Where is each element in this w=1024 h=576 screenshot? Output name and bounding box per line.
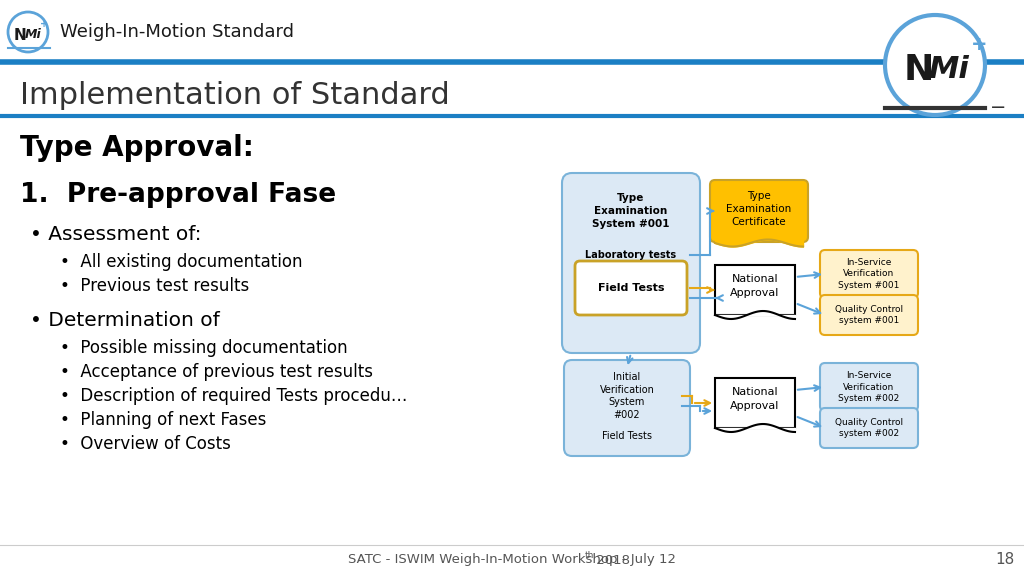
Text: National
Approval: National Approval: [730, 274, 779, 298]
Text: Type
Examination
Certificate: Type Examination Certificate: [726, 191, 792, 227]
Text: SATC - ISWIM Weigh-In-Motion Workshop - July 12: SATC - ISWIM Weigh-In-Motion Workshop - …: [348, 554, 676, 567]
Text: •  Acceptance of previous test results: • Acceptance of previous test results: [60, 363, 373, 381]
FancyBboxPatch shape: [562, 173, 700, 353]
FancyBboxPatch shape: [820, 295, 918, 335]
Text: 2018: 2018: [592, 554, 630, 567]
Text: Laboratory tests: Laboratory tests: [586, 250, 677, 260]
Text: −: −: [990, 98, 1007, 118]
Text: N: N: [904, 53, 934, 87]
Text: Weigh-In-Motion Standard: Weigh-In-Motion Standard: [60, 23, 294, 41]
Text: +: +: [40, 19, 48, 29]
Text: National
Approval: National Approval: [730, 388, 779, 411]
Text: • Determination of: • Determination of: [30, 310, 220, 329]
Text: 18: 18: [995, 552, 1015, 567]
Text: In-Service
Verification
System #001: In-Service Verification System #001: [839, 259, 900, 290]
FancyBboxPatch shape: [564, 360, 690, 456]
Text: Quality Control
system #002: Quality Control system #002: [835, 418, 903, 438]
Text: +: +: [971, 36, 987, 55]
FancyBboxPatch shape: [820, 250, 918, 298]
Text: Field Tests: Field Tests: [602, 431, 652, 441]
FancyBboxPatch shape: [820, 363, 918, 411]
Text: • Assessment of:: • Assessment of:: [30, 225, 202, 244]
Text: Mi: Mi: [25, 28, 41, 41]
Text: In-Service
Verification
System #002: In-Service Verification System #002: [839, 372, 900, 403]
Text: •  Previous test results: • Previous test results: [60, 277, 249, 295]
Text: Quality Control
system #001: Quality Control system #001: [835, 305, 903, 325]
Text: N: N: [13, 28, 27, 43]
FancyBboxPatch shape: [575, 261, 687, 315]
Text: Field Tests: Field Tests: [598, 283, 665, 293]
Text: Initial
Verification
System
#002: Initial Verification System #002: [600, 373, 654, 419]
FancyBboxPatch shape: [710, 180, 808, 242]
Text: Type
Examination
System #001: Type Examination System #001: [592, 193, 670, 229]
Text: •  Overview of Costs: • Overview of Costs: [60, 435, 230, 453]
Text: •  All existing documentation: • All existing documentation: [60, 253, 302, 271]
FancyBboxPatch shape: [820, 408, 918, 448]
Text: •  Description of required Tests procedu…: • Description of required Tests procedu…: [60, 387, 408, 405]
Text: 1.  Pre-approval Fase: 1. Pre-approval Fase: [20, 182, 336, 208]
Circle shape: [885, 15, 985, 115]
Bar: [715, 378, 795, 428]
Text: Type Approval:: Type Approval:: [20, 134, 254, 162]
Text: th: th: [585, 551, 594, 560]
Bar: [715, 265, 795, 315]
Circle shape: [8, 12, 48, 52]
Text: Mi: Mi: [929, 55, 970, 85]
Text: Implementation of Standard: Implementation of Standard: [20, 81, 450, 109]
Text: •  Planning of next Fases: • Planning of next Fases: [60, 411, 266, 429]
Text: •  Possible missing documentation: • Possible missing documentation: [60, 339, 347, 357]
